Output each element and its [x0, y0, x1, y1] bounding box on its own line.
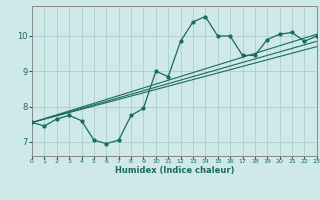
- X-axis label: Humidex (Indice chaleur): Humidex (Indice chaleur): [115, 166, 234, 175]
